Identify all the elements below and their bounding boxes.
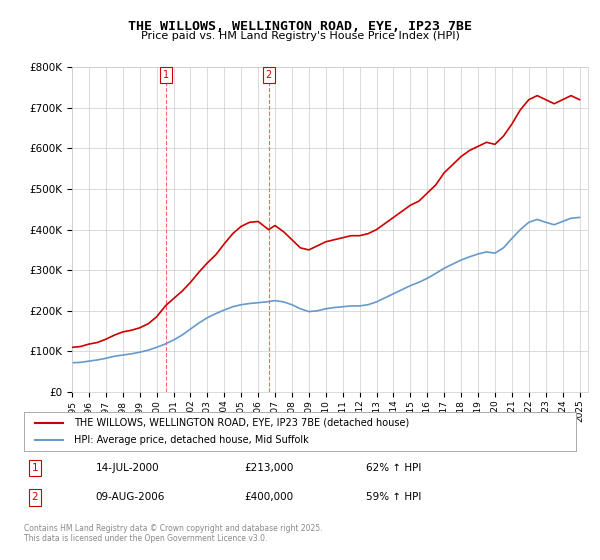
Text: Price paid vs. HM Land Registry's House Price Index (HPI): Price paid vs. HM Land Registry's House … [140, 31, 460, 41]
Text: HPI: Average price, detached house, Mid Suffolk: HPI: Average price, detached house, Mid … [74, 435, 308, 445]
Text: 2: 2 [265, 71, 272, 80]
Text: 59% ↑ HPI: 59% ↑ HPI [366, 492, 422, 502]
Text: THE WILLOWS, WELLINGTON ROAD, EYE, IP23 7BE: THE WILLOWS, WELLINGTON ROAD, EYE, IP23 … [128, 20, 472, 32]
Text: 14-JUL-2000: 14-JUL-2000 [96, 463, 160, 473]
Text: £400,000: £400,000 [245, 492, 294, 502]
Text: THE WILLOWS, WELLINGTON ROAD, EYE, IP23 7BE (detached house): THE WILLOWS, WELLINGTON ROAD, EYE, IP23 … [74, 418, 409, 428]
Text: 2: 2 [32, 492, 38, 502]
Text: Contains HM Land Registry data © Crown copyright and database right 2025.
This d: Contains HM Land Registry data © Crown c… [24, 524, 323, 543]
Text: 1: 1 [163, 71, 169, 80]
Text: £213,000: £213,000 [245, 463, 294, 473]
Text: 09-AUG-2006: 09-AUG-2006 [96, 492, 165, 502]
Text: 62% ↑ HPI: 62% ↑ HPI [366, 463, 422, 473]
Text: 1: 1 [32, 463, 38, 473]
